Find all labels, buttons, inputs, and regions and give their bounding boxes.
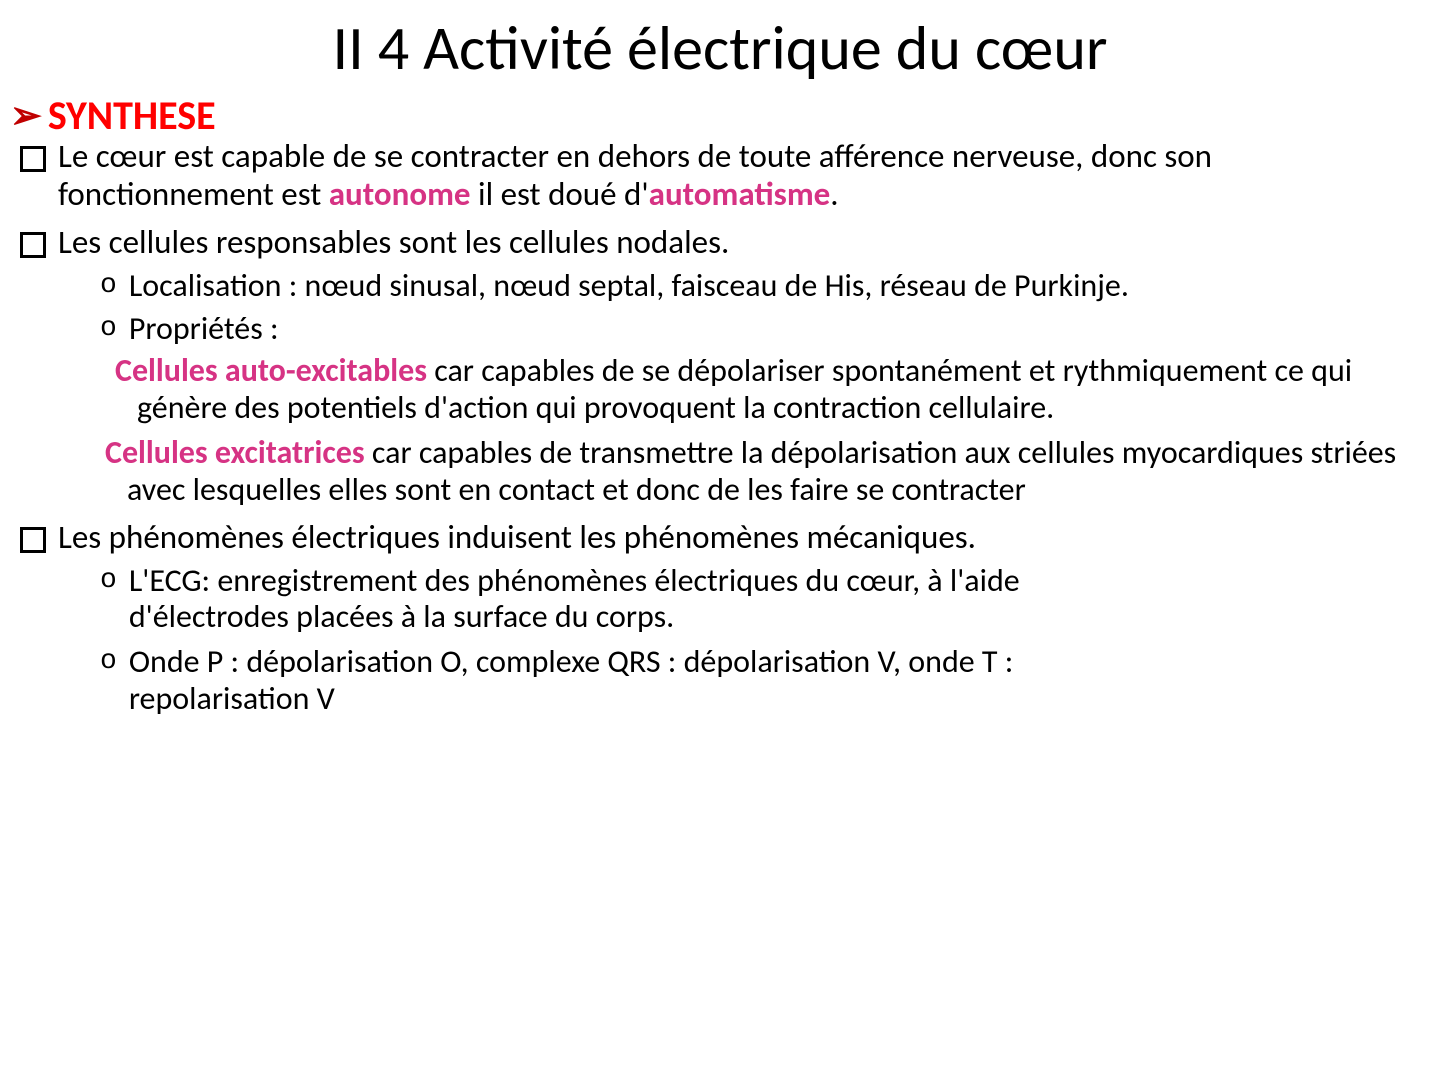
arrow-icon: ➢ — [10, 93, 42, 139]
sub-proprietes-text: Propriétés : — [129, 311, 279, 348]
synthese-label: SYNTHESE — [48, 91, 216, 140]
highlight-automatisme: automatisme — [649, 174, 831, 214]
bullet-item-1: Le cœur est capable de se contracter en … — [20, 138, 1420, 214]
bullet-item-3: Les phénomènes électriques induisent les… — [20, 519, 1420, 557]
circle-bullet-icon: o — [100, 313, 117, 344]
content-area: Le cœur est capable de se contracter en … — [0, 138, 1440, 718]
sub-bullet-proprietes: o Propriétés : — [20, 311, 1420, 348]
property-2-text: Cellules excitatrices car capables de tr… — [105, 435, 1420, 509]
square-bullet-icon — [20, 527, 46, 553]
sub-bullet-onde: o Onde P : dépolarisation O, complexe QR… — [20, 644, 1420, 718]
highlight-auto-excitables: Cellules auto-excitables — [115, 351, 427, 390]
sub-ecg-text: L'ECG: enregistrement des phénomènes éle… — [129, 563, 1129, 637]
bullet-1-part2: il est doué d' — [471, 174, 649, 214]
property-block-2: Cellules excitatrices car capables de tr… — [20, 435, 1420, 509]
bullet-item-2: Les cellules responsables sont les cellu… — [20, 224, 1420, 262]
square-bullet-icon — [20, 232, 46, 258]
bullet-3-text: Les phénomènes électriques induisent les… — [58, 519, 976, 557]
synthese-heading: ➢ SYNTHESE — [0, 91, 1440, 140]
highlight-excitatrices: Cellules excitatrices — [105, 433, 365, 472]
sub-bullet-localisation: o Localisation : nœud sinusal, nœud sept… — [20, 268, 1420, 305]
square-bullet-icon — [20, 146, 46, 172]
circle-bullet-icon: o — [100, 270, 117, 301]
sub-bullet-ecg: o L'ECG: enregistrement des phénomènes é… — [20, 563, 1420, 637]
slide-container: II 4 Activité électrique du cœur ➢ SYNTH… — [0, 10, 1440, 1090]
sub-onde-text: Onde P : dépolarisation O, complexe QRS … — [129, 644, 1189, 718]
circle-bullet-icon: o — [100, 646, 117, 677]
property-block-1: Cellules auto-excitables car capables de… — [20, 353, 1420, 427]
circle-bullet-icon: o — [100, 565, 117, 596]
highlight-autonome: autonome — [329, 174, 471, 214]
property-1-text: Cellules auto-excitables car capables de… — [115, 353, 1420, 427]
bullet-1-text: Le cœur est capable de se contracter en … — [58, 138, 1420, 214]
bullet-2-text: Les cellules responsables sont les cellu… — [58, 224, 729, 262]
sub-localisation-text: Localisation : nœud sinusal, nœud septal… — [129, 268, 1129, 305]
slide-title: II 4 Activité électrique du cœur — [0, 10, 1440, 86]
bullet-1-part3: . — [830, 174, 838, 214]
